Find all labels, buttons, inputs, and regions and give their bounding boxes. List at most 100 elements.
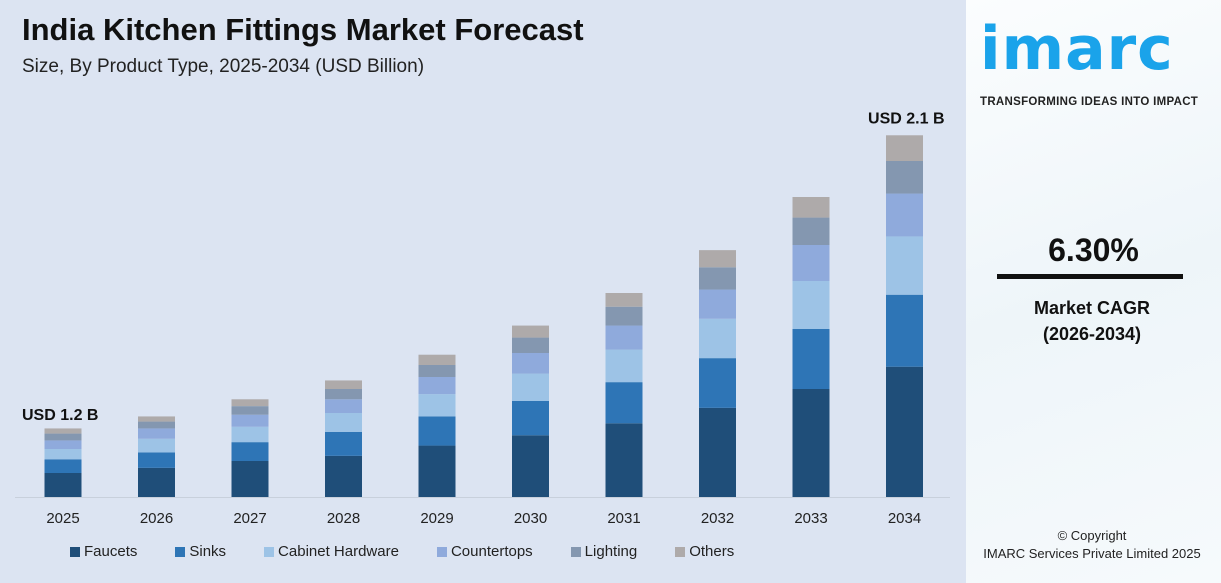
legend-swatch (264, 546, 275, 557)
bar-segment-others-2032 (699, 250, 736, 268)
chart-panel: India Kitchen Fittings Market Forecast S… (0, 0, 966, 583)
bar-segment-sinks-2028 (325, 431, 362, 456)
x-tick-label: 2030 (514, 510, 547, 527)
bar-segment-others-2029 (418, 354, 456, 365)
bar-segment-countertops-2028 (325, 399, 362, 413)
cagr-period: (2026-2034) (1042, 324, 1142, 344)
company-name: IMARC Services Private Limited 2025 (983, 546, 1201, 561)
side-panel: imarc TRANSFORMING IDEAS INTO IMPACT 6.3… (966, 0, 1221, 583)
legend-item: Sinks (175, 543, 226, 560)
bar-segment-cabinet-hardware-2031 (605, 349, 643, 383)
bar-segment-countertops-2029 (418, 377, 456, 395)
bar-segment-lighting-2033 (792, 217, 830, 245)
x-tick-label: 2029 (420, 510, 453, 527)
copyright-text: © Copyright (1057, 528, 1127, 543)
imarc-logo: imarc (980, 14, 1174, 84)
bar-segment-cabinet-hardware-2032 (699, 318, 736, 359)
x-tick-label: 2033 (794, 510, 827, 527)
cagr-label-text: Market CAGR (1033, 298, 1151, 318)
bar-segment-sinks-2027 (231, 442, 269, 461)
bar-segment-countertops-2030 (512, 353, 549, 374)
legend-label: Others (689, 543, 735, 560)
legend-swatch (175, 546, 186, 557)
legend: Faucets Sinks Cabinet Hardware Countertops L… (70, 543, 772, 560)
data-label-last: USD 2.1 B (868, 110, 944, 127)
x-tick-label: 2028 (327, 510, 360, 527)
x-tick-label: 2027 (233, 510, 266, 527)
legend-swatch (70, 546, 80, 557)
bar-segment-others-2031 (605, 293, 643, 307)
bar-segment-faucets-2033 (792, 389, 830, 497)
bar-segment-countertops-2031 (605, 325, 643, 350)
legend-item: Faucets (70, 543, 137, 560)
legend-swatch (436, 546, 447, 557)
bar-segment-lighting-2029 (418, 365, 456, 377)
divider (997, 274, 1183, 279)
bar-segment-faucets-2026 (138, 467, 175, 497)
chart-subtitle: Size, By Product Type, 2025-2034 (USD Bi… (22, 56, 425, 77)
bar-segment-others-2025 (44, 428, 82, 434)
data-label-first: USD 1.2 B (22, 407, 98, 424)
x-tick-label: 2026 (140, 510, 173, 527)
bar-segment-lighting-2025 (44, 433, 82, 441)
bar-segment-sinks-2031 (605, 382, 643, 424)
bar-segment-faucets-2029 (418, 445, 456, 497)
bar-segment-faucets-2028 (325, 455, 362, 497)
bar-segment-lighting-2027 (231, 406, 269, 415)
x-tick-label: 2032 (701, 510, 734, 527)
bar-segment-countertops-2025 (44, 440, 82, 449)
bar-segment-lighting-2032 (699, 267, 736, 290)
bar-segment-sinks-2030 (512, 401, 549, 436)
bar-segment-countertops-2033 (792, 245, 830, 281)
bar-segment-faucets-2025 (44, 473, 82, 497)
bar-segment-cabinet-hardware-2027 (231, 426, 269, 443)
bar-segment-lighting-2028 (325, 389, 362, 400)
bar-segment-cabinet-hardware-2026 (138, 438, 175, 453)
bar-segment-faucets-2030 (512, 435, 549, 497)
legend-label: Cabinet Hardware (278, 543, 399, 560)
bar-segment-faucets-2032 (699, 407, 736, 497)
legend-item: Cabinet Hardware (264, 543, 399, 560)
x-tick-label: 2025 (46, 510, 79, 527)
bar-segment-faucets-2031 (605, 423, 643, 497)
bar-segment-others-2027 (231, 399, 269, 407)
bar-segment-others-2030 (512, 325, 549, 338)
bar-segment-cabinet-hardware-2029 (418, 394, 456, 417)
chart-title: India Kitchen Fittings Market Forecast (22, 12, 584, 47)
bar-segment-sinks-2026 (138, 452, 175, 468)
legend-item: Countertops (436, 543, 533, 560)
bar-segment-sinks-2029 (418, 416, 456, 446)
bar-segment-lighting-2031 (605, 306, 643, 326)
x-tick-label: 2034 (888, 510, 921, 527)
stacked-bar-chart: 2025 USD 1.2 B 2026 2027 2028 2029 2030 2031 203… (15, 110, 950, 527)
cagr-label: Market CAGR (2026-2034) (966, 295, 1218, 347)
copyright: © Copyright IMARC Services Private Limit… (966, 527, 1218, 563)
cagr-value: 6.30% (1048, 232, 1139, 268)
bar-segment-cabinet-hardware-2034 (886, 236, 923, 295)
bar-segment-others-2026 (138, 416, 175, 422)
bar-segment-cabinet-hardware-2030 (512, 373, 549, 401)
bar-segment-lighting-2030 (512, 337, 549, 353)
bar-segment-faucets-2027 (231, 461, 269, 497)
bar-segment-faucets-2034 (886, 366, 923, 497)
bar-segment-countertops-2032 (699, 289, 736, 319)
bar-segment-countertops-2027 (231, 414, 269, 427)
legend-label: Sinks (189, 543, 227, 560)
legend-swatch (570, 546, 581, 557)
legend-item: Others (675, 543, 734, 560)
bar-segment-sinks-2034 (886, 294, 923, 367)
bar-segment-cabinet-hardware-2033 (792, 281, 830, 329)
bar-segment-others-2034 (886, 135, 923, 161)
legend-item: Lighting (570, 543, 638, 560)
bar-segment-lighting-2034 (886, 161, 923, 194)
bar-segment-cabinet-hardware-2025 (44, 449, 82, 460)
legend-swatch (675, 546, 686, 557)
legend-label: Countertops (450, 543, 533, 560)
bar-segment-others-2028 (325, 380, 362, 389)
bar-segment-sinks-2032 (699, 358, 736, 408)
legend-label: Lighting (584, 543, 638, 560)
x-tick-label: 2031 (607, 510, 640, 527)
bar-segment-lighting-2026 (138, 421, 175, 429)
bar-segment-countertops-2026 (138, 428, 175, 439)
bar-segment-sinks-2025 (44, 459, 82, 473)
